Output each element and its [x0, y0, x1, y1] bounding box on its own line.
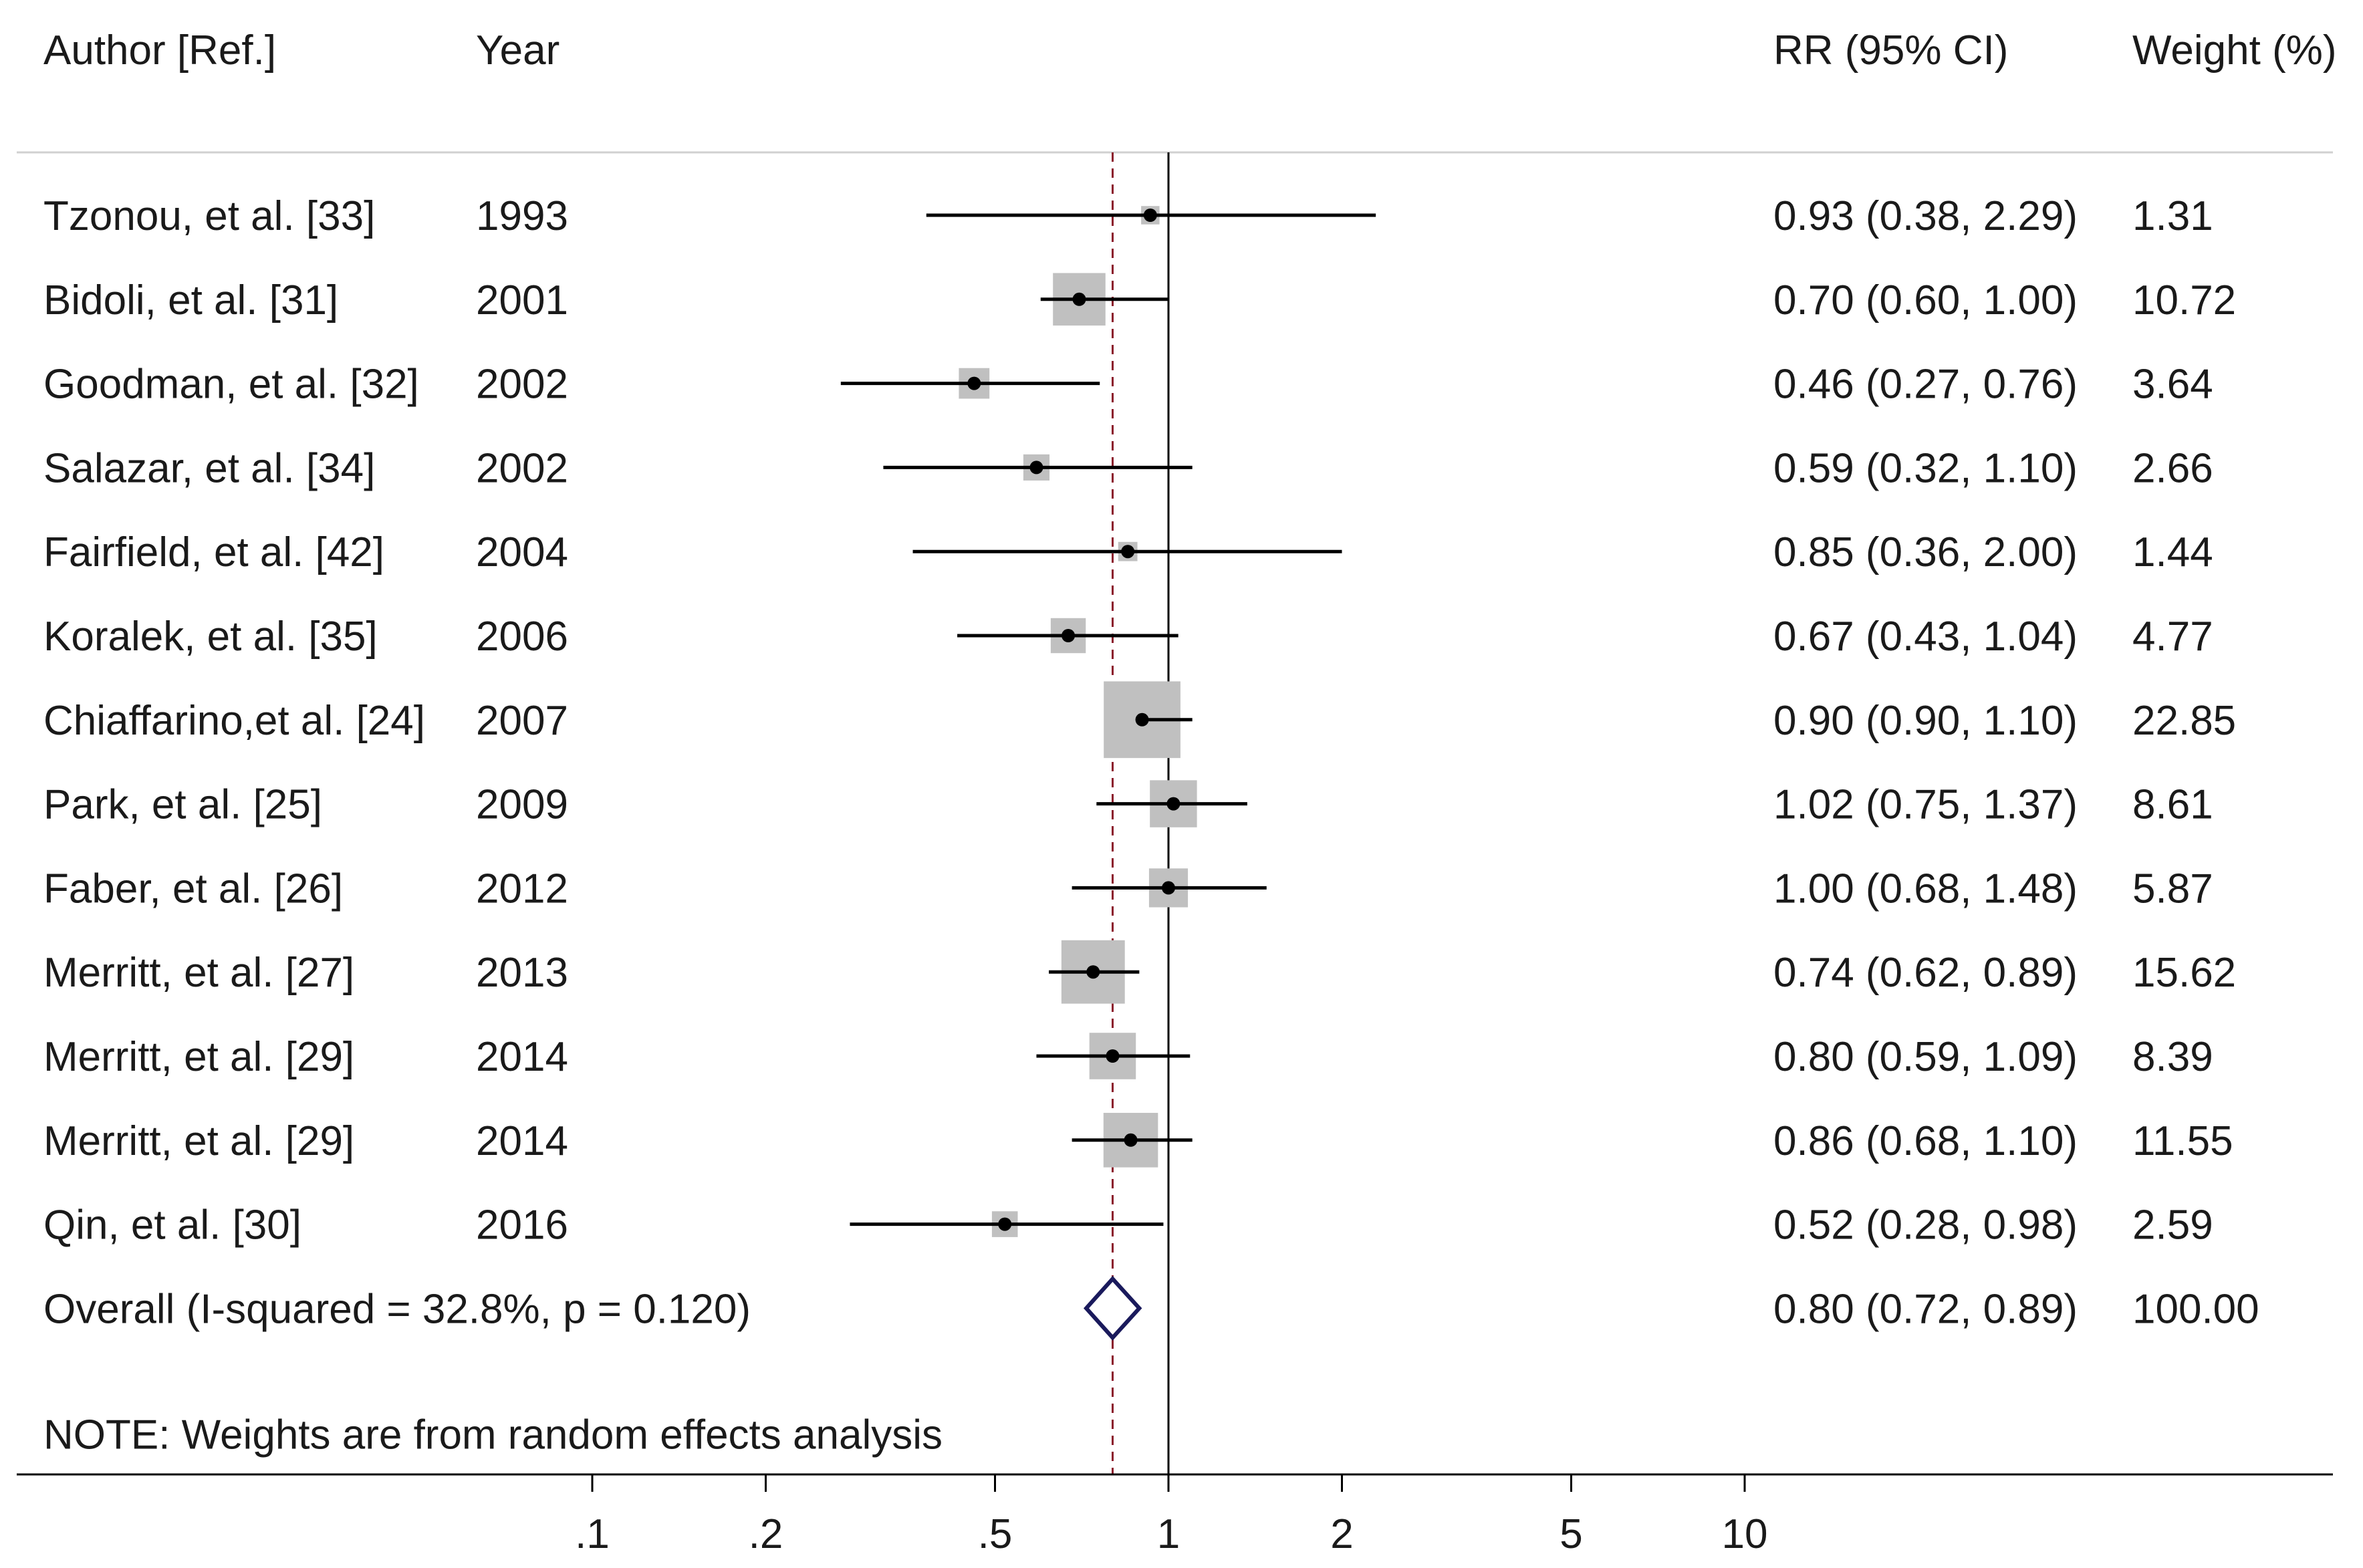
overall-label: Overall (I-squared = 32.8%, p = 0.120)	[43, 1286, 751, 1332]
point-estimate	[1072, 292, 1086, 306]
study-weight: 8.39	[2132, 1034, 2213, 1080]
study-row: Koralek, et al. [35] 2006 0.67 (0.43, 1.04…	[43, 614, 2213, 660]
header-row: Author [Ref.] Year RR (95% CI) Weight (%…	[43, 27, 2337, 74]
study-weight: 10.72	[2132, 277, 2236, 323]
x-tick-label: 10	[1722, 1511, 1768, 1557]
point-estimate	[1121, 545, 1135, 559]
study-row: Chiaffarino,et al. [24] 2007 0.90 (0.90, 1…	[43, 681, 2236, 759]
study-year: 2009	[476, 782, 568, 828]
study-rr-ci: 0.90 (0.90, 1.10)	[1773, 698, 2078, 744]
point-estimate	[1143, 209, 1157, 222]
study-weight: 5.87	[2132, 866, 2213, 912]
study-rows: Tzonou, et al. [33] 1993 0.93 (0.38, 2.29)…	[43, 193, 2259, 1458]
x-tick-label: 5	[1560, 1511, 1582, 1557]
study-year: 2013	[476, 950, 568, 996]
study-author: Koralek, et al. [35]	[43, 614, 378, 660]
study-author: Park, et al. [25]	[43, 782, 322, 828]
study-weight: 11.55	[2132, 1118, 2233, 1164]
study-year: 2006	[476, 614, 568, 660]
point-estimate	[1166, 797, 1180, 811]
study-author: Faber, et al. [26]	[43, 866, 343, 912]
study-author: Fairfield, et al. [42]	[43, 529, 384, 575]
point-estimate	[998, 1217, 1012, 1231]
study-row: Merritt, et al. [29] 2014 0.86 (0.68, 1.10…	[43, 1113, 2233, 1168]
study-rr-ci: 0.46 (0.27, 0.76)	[1773, 362, 2078, 408]
study-rr-ci: 0.85 (0.36, 2.00)	[1773, 529, 2078, 575]
weights-note: NOTE: Weights are from random effects an…	[43, 1412, 943, 1458]
study-year: 2001	[476, 277, 568, 323]
header-year: Year	[476, 27, 559, 74]
x-tick-label: 1	[1157, 1511, 1180, 1557]
study-weight: 3.64	[2132, 362, 2213, 408]
study-weight: 8.61	[2132, 782, 2213, 828]
study-rr-ci: 0.86 (0.68, 1.10)	[1773, 1118, 2078, 1164]
x-axis: .1 .2 .5 1 2 5 10	[17, 1473, 2333, 1557]
study-weight: 2.59	[2132, 1202, 2213, 1249]
study-weight: 1.31	[2132, 193, 2213, 239]
study-year: 2002	[476, 445, 568, 491]
study-rr-ci: 0.59 (0.32, 1.10)	[1773, 445, 2078, 491]
study-rr-ci: 0.52 (0.28, 0.98)	[1773, 1202, 2078, 1249]
point-estimate	[1162, 881, 1175, 895]
study-row: Fairfield, et al. [42] 2004 0.85 (0.36, 2.…	[43, 529, 2213, 575]
x-tick-label: 2	[1330, 1511, 1353, 1557]
study-year: 2007	[476, 698, 568, 744]
study-row: Faber, et al. [26] 2012 1.00 (0.68, 1.48) 5…	[43, 866, 2213, 912]
overall-weight: 100.00	[2132, 1286, 2259, 1332]
study-year: 1993	[476, 193, 568, 239]
study-row: Merritt, et al. [29] 2014 0.80 (0.59, 1.09…	[43, 1033, 2213, 1080]
x-tick-label: .2	[749, 1511, 783, 1557]
study-row: Qin, et al. [30] 2016 0.52 (0.28, 0.98) 2.5…	[43, 1202, 2213, 1249]
study-year: 2004	[476, 529, 568, 575]
overall-diamond	[1083, 1275, 1142, 1341]
study-rr-ci: 0.74 (0.62, 0.89)	[1773, 950, 2078, 996]
study-rr-ci: 0.80 (0.59, 1.09)	[1773, 1034, 2078, 1080]
study-rr-ci: 1.00 (0.68, 1.48)	[1773, 866, 2078, 912]
study-row: Bidoli, et al. [31] 2001 0.70 (0.60, 1.00)…	[43, 273, 2236, 326]
study-row: Goodman, et al. [32] 2002 0.46 (0.27, 0.76…	[43, 362, 2213, 408]
study-row: Merritt, et al. [27] 2013 0.74 (0.62, 0.89…	[43, 940, 2236, 1004]
x-tick-label: .5	[978, 1511, 1013, 1557]
point-estimate	[1135, 712, 1149, 727]
study-author: Tzonou, et al. [33]	[43, 193, 375, 239]
header-rr: RR (95% CI)	[1773, 27, 2008, 74]
x-tick-label: .1	[575, 1511, 610, 1557]
point-estimate	[1062, 629, 1076, 642]
overall-rr-ci: 0.80 (0.72, 0.89)	[1773, 1286, 2078, 1332]
study-rr-ci: 0.93 (0.38, 2.29)	[1773, 193, 2078, 239]
study-rr-ci: 0.70 (0.60, 1.00)	[1773, 277, 2078, 323]
study-author: Bidoli, et al. [31]	[43, 277, 338, 323]
header-weight: Weight (%)	[2132, 27, 2337, 74]
study-weight: 15.62	[2132, 950, 2236, 996]
point-estimate	[1029, 461, 1043, 475]
header-author: Author [Ref.]	[43, 27, 276, 74]
study-author: Chiaffarino,et al. [24]	[43, 698, 425, 744]
study-year: 2014	[476, 1118, 568, 1164]
study-row: Tzonou, et al. [33] 1993 0.93 (0.38, 2.29)…	[43, 193, 2213, 239]
study-author: Salazar, et al. [34]	[43, 445, 375, 491]
study-weight: 4.77	[2132, 614, 2213, 660]
study-rr-ci: 1.02 (0.75, 1.37)	[1773, 782, 2078, 828]
study-weight: 1.44	[2132, 529, 2213, 575]
study-row: Salazar, et al. [34] 2002 0.59 (0.32, 1.10…	[43, 445, 2213, 491]
study-weight: 2.66	[2132, 445, 2213, 491]
point-estimate	[1106, 1049, 1120, 1063]
study-author: Merritt, et al. [29]	[43, 1118, 354, 1164]
study-row: Park, et al. [25] 2009 1.02 (0.75, 1.37) 8.…	[43, 780, 2213, 828]
point-estimate	[967, 376, 981, 390]
point-estimate	[1086, 965, 1100, 979]
study-author: Merritt, et al. [27]	[43, 950, 354, 996]
study-year: 2002	[476, 362, 568, 408]
study-author: Merritt, et al. [29]	[43, 1034, 354, 1080]
study-year: 2016	[476, 1202, 568, 1249]
study-author: Goodman, et al. [32]	[43, 362, 419, 408]
overall-row: Overall (I-squared = 32.8%, p = 0.120) 0.…	[43, 1275, 2259, 1341]
study-weight: 22.85	[2132, 698, 2236, 744]
point-estimate	[1124, 1133, 1138, 1147]
study-year: 2012	[476, 866, 568, 912]
study-author: Qin, et al. [30]	[43, 1202, 301, 1249]
study-year: 2014	[476, 1034, 568, 1080]
study-rr-ci: 0.67 (0.43, 1.04)	[1773, 614, 2078, 660]
